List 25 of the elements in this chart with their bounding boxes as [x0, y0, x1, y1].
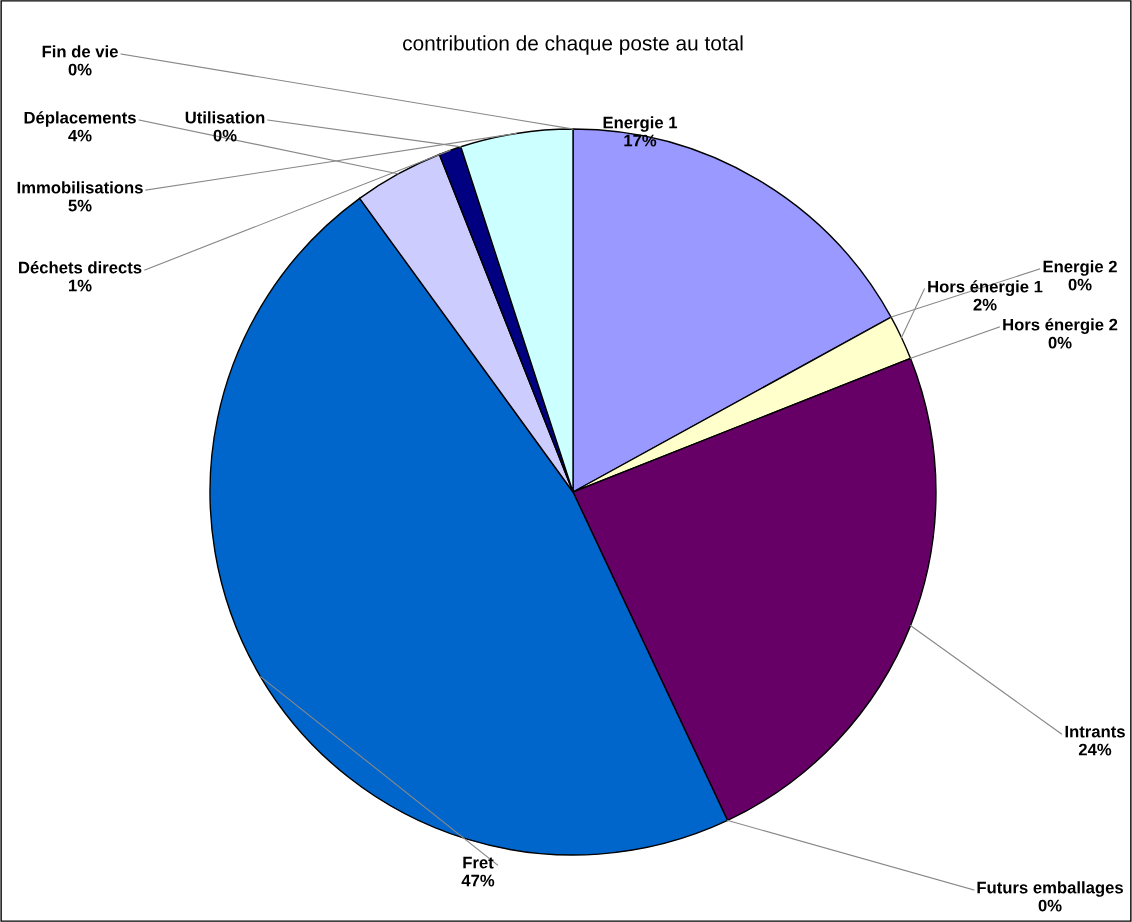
text: 0% [1068, 278, 1092, 291]
chart-title: contribution de chaque poste au total [403, 35, 743, 55]
data-label: 2% [973, 298, 997, 311]
text: 0% [68, 63, 92, 76]
slice-label: Immobilisations [17, 181, 143, 194]
data-label: 4% [68, 129, 92, 142]
category-label: Utilisation [185, 111, 265, 124]
category-label: Hors énergie 2 [1003, 318, 1118, 334]
data-label: 5% [68, 199, 92, 212]
text: 0% [1038, 899, 1062, 912]
data-label: 24% [1078, 743, 1112, 756]
data-label: 17% [624, 134, 657, 147]
slice-label: Déplacements [24, 111, 136, 127]
category-label: Futurs emballages [977, 881, 1123, 897]
slice-label: Hors énergie 1 [928, 280, 1043, 296]
text: 0% [213, 129, 237, 142]
slice-label: Fret [463, 856, 494, 869]
text: 0% [1048, 336, 1072, 349]
category-label: Energie 2 [1043, 260, 1117, 276]
category-label: Fin de vie [42, 45, 118, 58]
slice-label: Energie 1 [603, 116, 678, 132]
slice-label: Déchets directs [19, 261, 142, 274]
data-label: 47% [461, 874, 495, 887]
slice-label: Intrants [1065, 725, 1125, 738]
data-label: 1% [69, 279, 92, 292]
